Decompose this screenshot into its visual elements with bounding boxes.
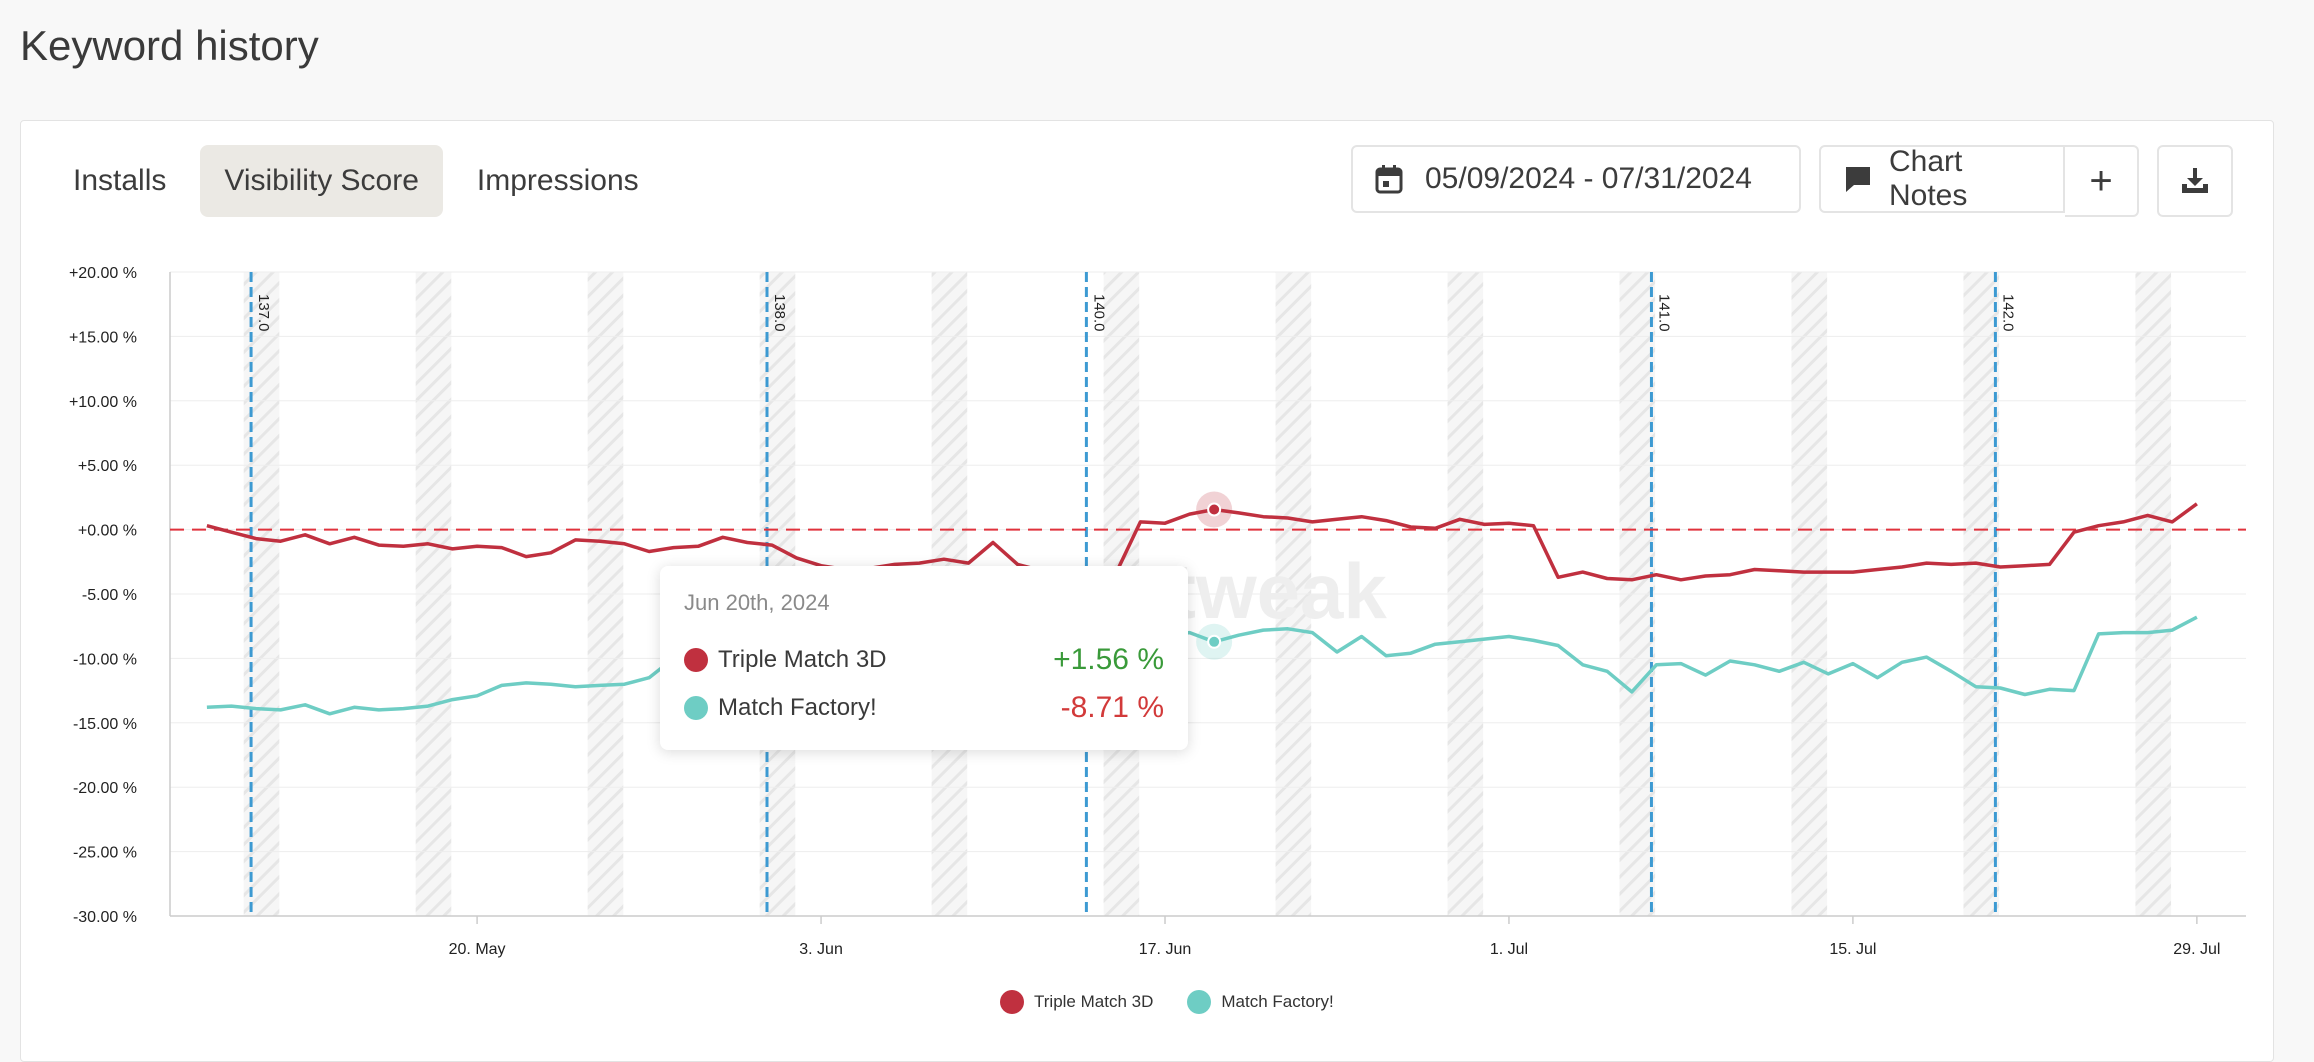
tooltip-series-value: -8.71 % (1060, 691, 1164, 724)
calendar-icon (1375, 164, 1403, 194)
y-tick-label: +5.00 % (78, 458, 137, 475)
release-note-label: 140.0 (1090, 294, 1107, 332)
chart-legend: Triple Match 3D Match Factory! (1000, 990, 1334, 1014)
x-tick-label: 1. Jul (1490, 941, 1528, 958)
visibility-chart: 137.0 138.0 140.0 141.0 142.0 +20.00 % +15.00… (69, 265, 2246, 958)
tooltip-row: Triple Match 3D +1.56 % (684, 636, 1164, 684)
legend-item-triple-match-3d[interactable]: Triple Match 3D (1000, 990, 1153, 1014)
chart-notes-button[interactable]: Chart Notes (1819, 145, 2065, 213)
series-color-dot (684, 696, 708, 720)
y-tick-label: -25.00 % (73, 845, 137, 862)
series-line-triple-match-3d (206, 502, 2198, 582)
y-tick-label: +20.00 % (69, 265, 137, 282)
release-note-label: 138.0 (771, 294, 788, 332)
y-tick-label: -20.00 % (73, 780, 137, 797)
legend-label: Triple Match 3D (1034, 992, 1154, 1011)
tooltip-series-name: Match Factory! (718, 694, 877, 721)
series-line-match-factory (206, 615, 2198, 716)
y-tick-label: -30.00 % (73, 909, 137, 926)
chart-toolbar: 05/09/2024 - 07/31/2024 Chart Notes + (1351, 145, 2233, 217)
y-tick-label: +15.00 % (69, 329, 137, 346)
tooltip-series-value: +1.56 % (1053, 643, 1164, 676)
y-tick-label: +10.00 % (69, 394, 137, 411)
tab-visibility-score[interactable]: Visibility Score (200, 145, 443, 217)
legend-color-dot (1000, 990, 1024, 1014)
page-title: Keyword history (20, 22, 319, 69)
y-tick-label: -5.00 % (82, 587, 137, 604)
release-note-label: 141.0 (1655, 294, 1672, 332)
tab-impressions[interactable]: Impressions (476, 164, 639, 197)
chart-tooltip: Jun 20th, 2024 Triple Match 3D +1.56 % M… (660, 566, 1188, 750)
tab-installs[interactable]: Installs (73, 164, 167, 197)
legend-color-dot (1187, 990, 1212, 1014)
tooltip-series-name: Triple Match 3D (718, 646, 887, 673)
x-tick-label: 20. May (449, 941, 506, 958)
hover-point (1207, 634, 1222, 649)
date-range-label: 05/09/2024 - 07/31/2024 (1425, 162, 1752, 195)
tooltip-date: Jun 20th, 2024 (684, 590, 830, 615)
legend-label: Match Factory! (1221, 992, 1334, 1011)
legend-item-match-factory[interactable]: Match Factory! (1187, 990, 1334, 1014)
series-color-dot (684, 648, 708, 672)
chart-notes-group: Chart Notes + (1819, 145, 2139, 217)
x-tick-label: 29. Jul (2173, 941, 2220, 958)
hover-point (1207, 502, 1222, 517)
tooltip-row: Match Factory! -8.71 % (684, 684, 1164, 732)
download-button[interactable] (2157, 145, 2233, 217)
download-icon (2179, 166, 2211, 196)
x-tick-label: 3. Jun (799, 941, 843, 958)
y-tick-label: -15.00 % (73, 716, 137, 733)
release-note-label: 142.0 (1999, 294, 2016, 332)
chart-notes-label: Chart Notes (1889, 145, 1968, 212)
add-note-button[interactable]: + (2065, 145, 2139, 217)
y-tick-label: -10.00 % (73, 651, 137, 668)
date-range-button[interactable]: 05/09/2024 - 07/31/2024 (1351, 145, 1801, 213)
release-note-label: 137.0 (255, 294, 272, 332)
metric-tabs: Installs Visibility Score Impressions (49, 145, 663, 217)
watermark-text: tweak (1170, 547, 1387, 635)
x-tick-label: 17. Jun (1139, 941, 1191, 958)
x-tick-label: 15. Jul (1829, 941, 1876, 958)
comment-icon (1843, 164, 1873, 194)
y-tick-label: +0.00 % (78, 523, 137, 540)
